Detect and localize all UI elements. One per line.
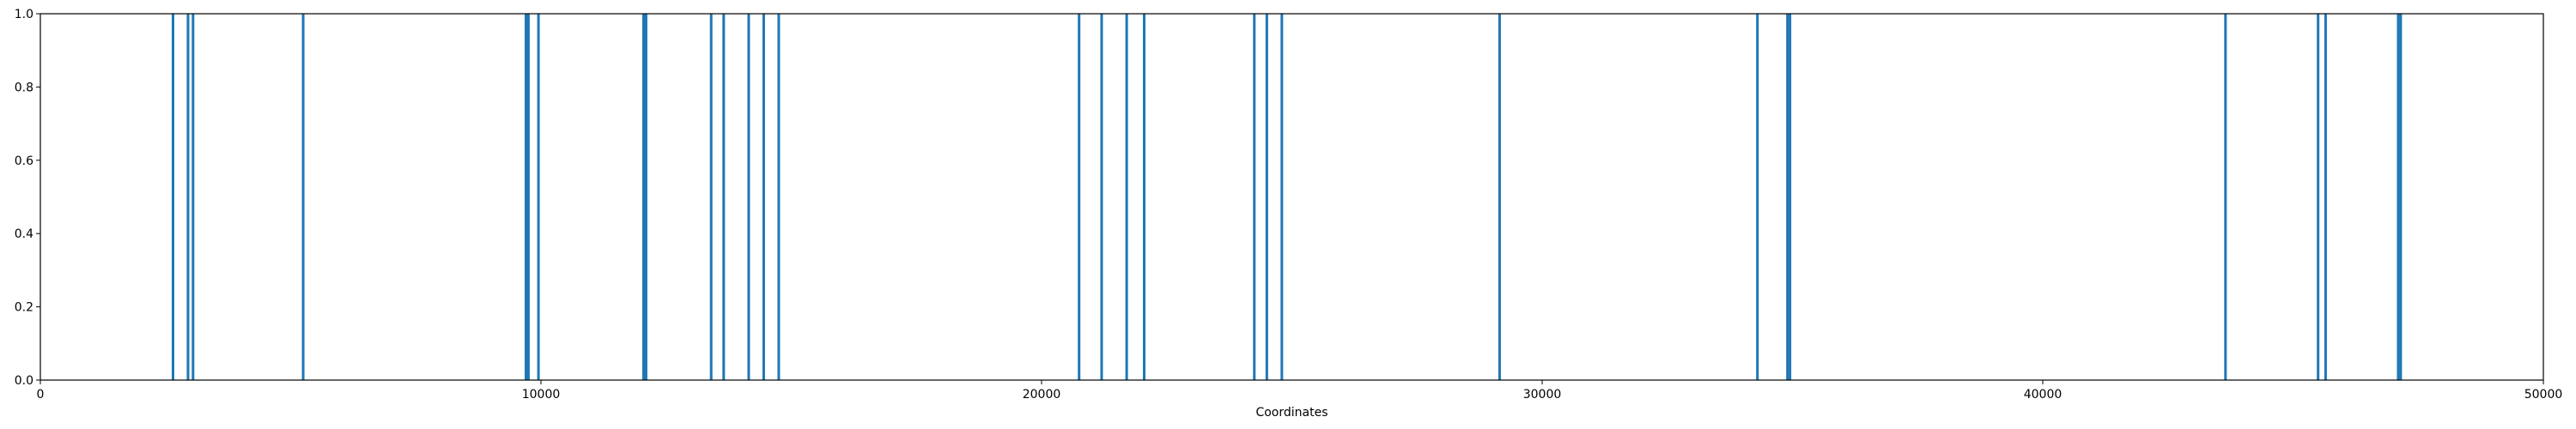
bar (2317, 14, 2320, 380)
y-tick-label: 0.8 (15, 81, 33, 94)
bar (642, 14, 646, 380)
bar (301, 14, 305, 380)
bar-series (172, 14, 2403, 380)
x-tick-label: 30000 (1523, 388, 1562, 402)
y-tick-label: 0.6 (15, 154, 33, 168)
x-axis-ticks: 0 10000 20000 30000 40000 50000 (37, 380, 2563, 402)
y-tick-label: 0.4 (15, 227, 33, 241)
bar (1125, 14, 1128, 380)
bar (1789, 14, 1792, 380)
bar (644, 14, 647, 380)
plot-frame (39, 13, 2544, 381)
bar (1498, 14, 1501, 380)
y-tick-label: 1.0 (15, 8, 33, 21)
bar (1756, 14, 1759, 380)
bar (722, 14, 726, 380)
bar (1078, 14, 1081, 380)
bar (2399, 14, 2403, 380)
bar (2224, 14, 2227, 380)
bar (1143, 14, 1146, 380)
bar (526, 14, 530, 380)
bar (172, 14, 174, 380)
y-axis-ticks: 0.0 0.2 0.4 0.6 0.8 1.0 (15, 8, 40, 388)
bar (1100, 14, 1103, 380)
bar (525, 14, 528, 380)
x-tick-label: 40000 (2024, 388, 2063, 402)
bar (1253, 14, 1256, 380)
x-tick-label: 20000 (1023, 388, 1061, 402)
bar (1280, 14, 1284, 380)
bar (747, 14, 750, 380)
bar (186, 14, 190, 380)
bar (762, 14, 765, 380)
bar (1786, 14, 1789, 380)
x-tick-label: 50000 (2524, 388, 2563, 402)
x-axis-label: Coordinates (1255, 406, 1327, 420)
bar (1265, 14, 1268, 380)
bar (709, 14, 713, 380)
bar (777, 14, 781, 380)
bar (2324, 14, 2327, 380)
y-tick-label: 0.0 (15, 374, 33, 388)
x-tick-label: 0 (37, 388, 45, 402)
y-tick-label: 0.2 (15, 301, 33, 315)
bar (537, 14, 540, 380)
bar (191, 14, 195, 380)
bar (2397, 14, 2400, 380)
x-tick-label: 10000 (522, 388, 561, 402)
